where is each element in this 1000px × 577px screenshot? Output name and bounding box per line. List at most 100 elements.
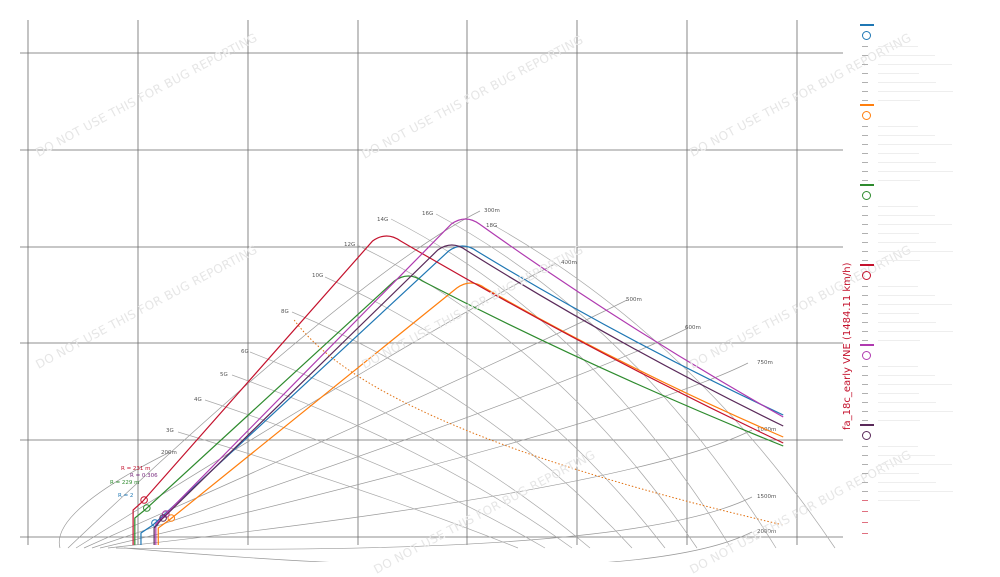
g-label: 6G [241, 349, 249, 355]
legend-dash-swatch [862, 393, 868, 394]
legend-line-swatch [860, 264, 874, 266]
legend-dash-swatch [862, 260, 868, 261]
legend-dash-swatch [862, 46, 868, 47]
g-label: 5G [220, 372, 228, 378]
legend-entry-text [878, 180, 920, 181]
radius-label: 200m [161, 450, 177, 456]
load-factor-line [390, 218, 732, 549]
corner-speed-marker [167, 514, 176, 522]
legend-entry-text [878, 91, 953, 92]
legend-entry-text [878, 206, 918, 207]
legend-dash-swatch [862, 135, 868, 136]
g-label: 3G [166, 428, 174, 434]
legend-entry-text [878, 331, 953, 332]
turn-radius-annotation: R = 231 m [121, 466, 151, 472]
legend-line-swatch [860, 424, 874, 426]
g-label: 16G [422, 211, 433, 217]
series-line [153, 244, 784, 545]
corner-speed-marker [162, 510, 170, 518]
load-factor-line [291, 311, 633, 549]
legend-dash-swatch [862, 144, 868, 145]
legend-marker-swatch [862, 111, 871, 120]
radius-label: 400m [561, 260, 577, 266]
load-factor-line [249, 351, 591, 549]
legend-dash-swatch [862, 533, 868, 534]
legend-entry-text [878, 375, 935, 376]
legend-marker-swatch [862, 191, 871, 200]
legend-entry-text [878, 366, 918, 367]
legend-line-swatch [860, 24, 874, 26]
legend-entry-text [878, 64, 952, 65]
aircraft-vne-title: fa_18c_early VNE (1484.11 km/h) [842, 262, 853, 430]
turn-radius-line [99, 362, 749, 549]
legend-dash-swatch [862, 73, 868, 74]
legend-dash-swatch [862, 233, 868, 234]
legend-dash-swatch [862, 313, 868, 314]
legend-entry-text [878, 144, 952, 145]
grid [20, 20, 843, 545]
legend-entry-text [878, 384, 952, 385]
legend-dash-swatch [862, 304, 868, 305]
legend-dash-swatch [862, 171, 868, 172]
legend-dash-swatch [862, 206, 868, 207]
legend-marker-swatch [862, 431, 871, 440]
legend-dash-swatch [862, 100, 868, 101]
corner-speed-marker [159, 514, 167, 522]
load-factor-line [177, 431, 519, 549]
radius-label: 750m [757, 360, 773, 366]
legend-dash-swatch [862, 511, 868, 512]
load-factor-line [204, 399, 546, 549]
series-line [140, 245, 784, 545]
legend-entry-text [878, 455, 935, 456]
radius-label: 600m [685, 325, 701, 331]
legend-dash-swatch [862, 366, 868, 367]
legend-dash-swatch [862, 91, 868, 92]
legend-dash-swatch [862, 340, 868, 341]
legend-line-swatch [860, 344, 874, 346]
load-factor-line [324, 276, 666, 549]
legend-entry-text [878, 464, 952, 465]
legend-dash-swatch [862, 455, 868, 456]
g-label: 10G [312, 273, 323, 279]
legend-entry-text [878, 500, 920, 501]
legend-dash-swatch [862, 242, 868, 243]
turn-radius-line [107, 429, 753, 549]
legend-dash-swatch [862, 384, 868, 385]
g-label: 8G [281, 309, 289, 315]
legend-line-swatch [860, 184, 874, 186]
legend-entry-text [878, 402, 936, 403]
legend-dash-swatch [862, 322, 868, 323]
legend-marker-swatch [862, 271, 871, 280]
legend-entry-text [878, 251, 953, 252]
turn-radius-annotation: R = 229 m [110, 480, 140, 486]
legend-entry-text [878, 242, 936, 243]
legend-entry-text [878, 420, 920, 421]
legend-line-swatch [860, 104, 874, 106]
series-line [157, 282, 784, 545]
turn-radius-line [75, 263, 556, 549]
legend-entry-text [878, 411, 953, 412]
load-factor-line [231, 374, 573, 549]
legend-entry-text [878, 153, 919, 154]
g-label: 4G [194, 397, 202, 403]
corner-speed-marker [140, 496, 148, 504]
legend-entry-text [878, 286, 918, 287]
legend-entry-text [878, 482, 936, 483]
legend-dash-swatch [862, 331, 868, 332]
series-line [293, 319, 784, 526]
legend-dash-swatch [862, 375, 868, 376]
radius-label: 2000m [757, 529, 776, 535]
series-line [134, 275, 784, 545]
legend-dash-swatch [862, 522, 868, 523]
g-label: 18G [486, 223, 497, 229]
legend-dash-swatch [862, 411, 868, 412]
turn-performance-chart: 200m300m400m500m600m750m1000m1500m2000m … [20, 20, 843, 562]
legend-dash-swatch [862, 162, 868, 163]
legend-dash-swatch [862, 153, 868, 154]
legend[interactable] [858, 14, 988, 554]
load-factor-lines: 3G 4G 5G 6G 8G 10G 12G 14G 16G 18G [166, 211, 836, 549]
radius-label: 500m [626, 297, 642, 303]
legend-entry-text [878, 322, 936, 323]
legend-entry-text [878, 46, 918, 47]
